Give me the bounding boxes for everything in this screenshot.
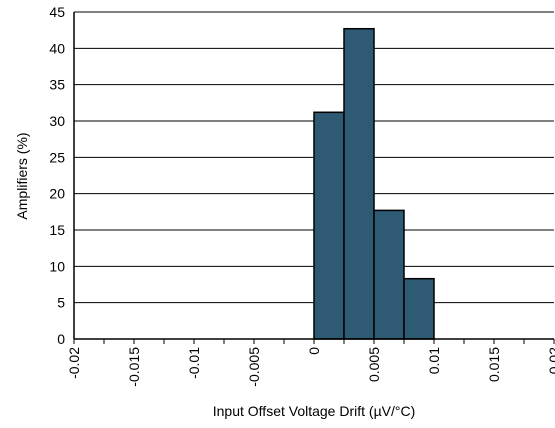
histogram-bar <box>343 27 375 340</box>
y-tick-label: 10 <box>49 258 65 274</box>
y-tick-label: 40 <box>49 40 65 56</box>
y-tick-labels: 0 5 10 15 20 25 30 35 40 45 <box>49 4 65 347</box>
x-axis-label: Input Offset Voltage Drift (µV/°C) <box>213 403 416 419</box>
y-tick-label: 35 <box>49 77 65 93</box>
x-tick-label: 0.005 <box>366 347 382 382</box>
histogram-bar <box>313 111 345 340</box>
histogram-bar <box>373 209 405 340</box>
y-tick-label: 20 <box>49 186 65 202</box>
y-tick-label: 15 <box>49 222 65 238</box>
x-tick-label: 0.01 <box>426 347 442 374</box>
x-tick-label: 0.02 <box>546 347 555 374</box>
x-tick-label: 0 <box>306 347 322 355</box>
axes <box>73 12 555 344</box>
x-tick-label: -0.01 <box>186 347 202 379</box>
histogram-bar <box>403 277 435 340</box>
y-tick-label: 5 <box>57 295 65 311</box>
y-axis-label: Amplifiers (%) <box>14 132 30 219</box>
histogram-bars <box>313 27 435 340</box>
y-tick-label: 25 <box>49 149 65 165</box>
y-tick-label: 45 <box>49 4 65 20</box>
x-tick-labels: -0.02 -0.015 -0.01 -0.005 0 0.005 0.01 0.015 0.0… <box>66 347 555 387</box>
x-tick-label: -0.005 <box>246 347 262 387</box>
x-tick-label: -0.015 <box>126 347 142 387</box>
x-tick-label: -0.02 <box>66 347 82 379</box>
y-tick-label: 30 <box>49 113 65 129</box>
x-tick-label: 0.015 <box>486 347 502 382</box>
y-tick-label: 0 <box>57 331 65 347</box>
